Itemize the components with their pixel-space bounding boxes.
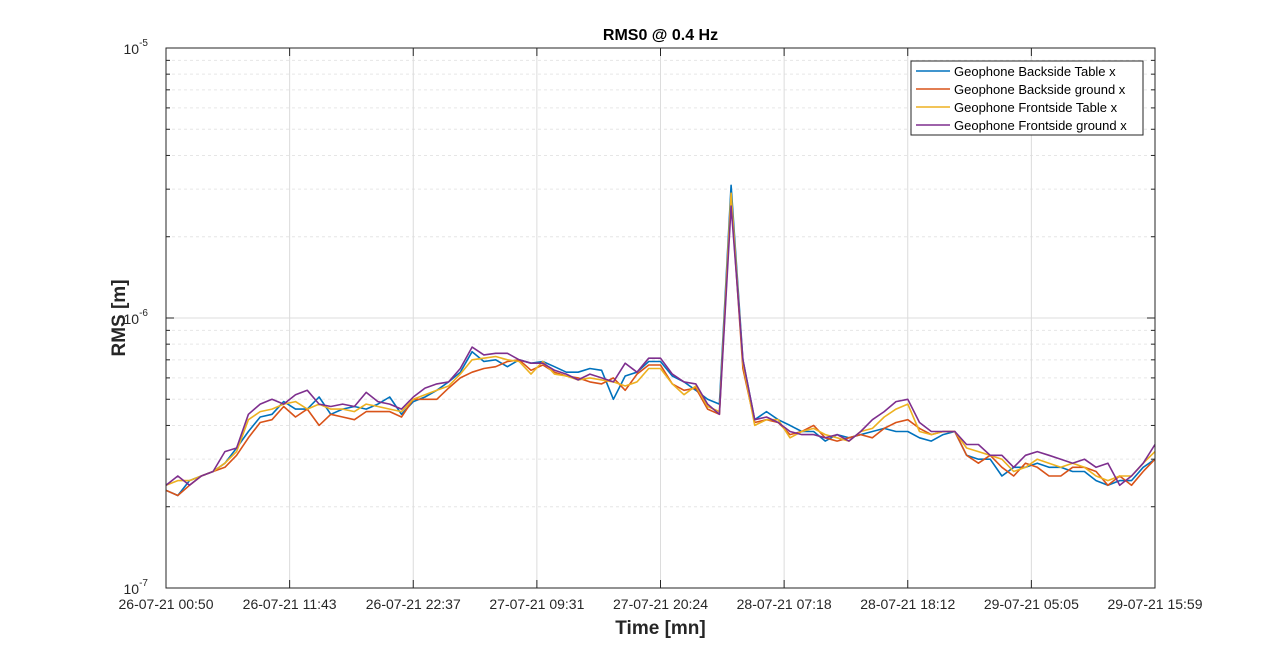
legend-label: Geophone Frontside ground x xyxy=(954,118,1127,133)
y-tick-label: 10-7 xyxy=(124,578,149,597)
x-tick-label: 28-07-21 18:12 xyxy=(860,596,955,612)
legend-label: Geophone Backside ground x xyxy=(954,82,1126,97)
x-tick-label: 28-07-21 07:18 xyxy=(737,596,832,612)
x-tick-label: 27-07-21 20:24 xyxy=(613,596,708,612)
y-tick-label: 10-5 xyxy=(124,38,149,57)
y-tick-exponent: -7 xyxy=(139,578,148,589)
x-tick-label: 26-07-21 11:43 xyxy=(243,596,337,612)
legend-box xyxy=(910,60,1144,136)
y-axis-label: RMS [m] xyxy=(109,279,130,356)
x-tick-label: 29-07-21 15:59 xyxy=(1108,596,1203,612)
x-tick-label: 29-07-21 05:05 xyxy=(984,596,1079,612)
y-tick-exponent: -5 xyxy=(139,38,148,49)
axis-ticks: 10-710-610-526-07-21 00:50 26-07-21 11:43… xyxy=(119,38,1203,612)
x-axis-label: Time [mn] xyxy=(615,618,705,639)
series-lines xyxy=(165,184,1156,497)
x-tick-label: 26-07-21 22:37 xyxy=(366,596,461,612)
y-tick-exponent: -6 xyxy=(139,308,148,319)
y-tick-label: 10-6 xyxy=(124,308,149,327)
chart-title: RMS0 @ 0.4 Hz xyxy=(603,27,718,44)
legend-label: Geophone Backside Table x xyxy=(954,64,1116,79)
series-line xyxy=(165,205,1156,487)
legend-label: Geophone Frontside Table x xyxy=(954,100,1118,115)
y-tick-base: 10 xyxy=(124,581,140,597)
x-tick-label: 27-07-21 09:31 xyxy=(489,596,584,612)
legend: Geophone Backside Table x Geophone Backsi… xyxy=(910,60,1144,136)
y-tick-base: 10 xyxy=(124,311,140,327)
x-tick-label: 26-07-21 00:50 xyxy=(119,596,214,612)
y-tick-base: 10 xyxy=(124,41,140,57)
